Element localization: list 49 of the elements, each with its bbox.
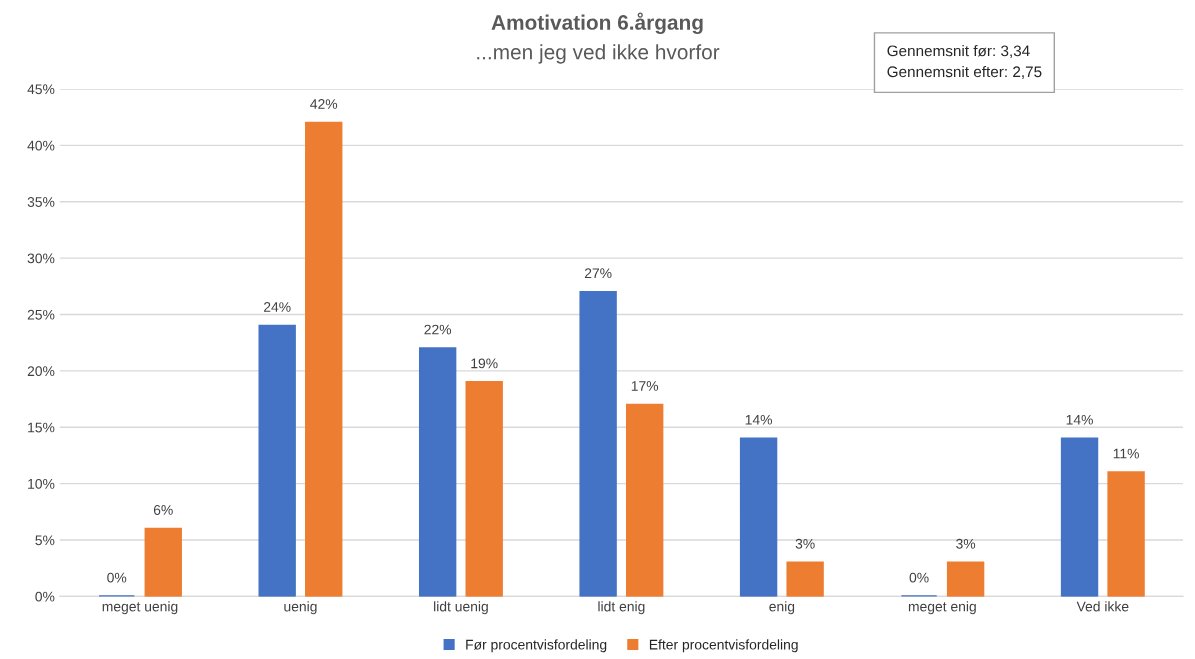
y-tick-label: 0%	[35, 591, 55, 602]
data-label: 11%	[1113, 448, 1139, 459]
data-label: 24%	[263, 302, 291, 312]
x-tick-label: meget uenig	[102, 601, 178, 615]
x-tick-label: Ved ikke	[1076, 601, 1129, 612]
y-tick-label: 45%	[27, 84, 55, 95]
bar	[144, 527, 182, 597]
chart-subtitle: ...men jeg ved ikke hvorfor	[477, 44, 720, 64]
data-label: 3%	[956, 538, 976, 549]
bar	[625, 403, 664, 597]
y-tick-label: 35%	[27, 197, 55, 207]
data-label: 42%	[310, 99, 338, 109]
bar	[258, 324, 296, 597]
text: Gennemsnit efter: 2,75	[887, 65, 1042, 79]
data-label: 14%	[745, 414, 773, 425]
data-label: 27%	[584, 268, 612, 279]
y-tick-label: 25%	[27, 309, 55, 320]
data-label: 17%	[631, 381, 659, 391]
data-label: 22%	[424, 324, 452, 335]
data-label: 0%	[909, 572, 929, 583]
bar	[786, 561, 824, 597]
y-tick-label: 5%	[35, 535, 55, 546]
x-tick-label: lidt uenig	[434, 601, 488, 615]
y-tick-label: 30%	[27, 253, 55, 264]
text: Gennemsnit før: 3,34	[887, 45, 1030, 59]
bar	[1107, 471, 1145, 597]
y-tick-label: 40%	[27, 140, 55, 151]
data-label: 6%	[153, 505, 173, 515]
data-label: 14%	[1066, 414, 1093, 425]
bar	[1060, 437, 1099, 597]
x-tick-label: enig	[769, 601, 795, 615]
data-label: 0%	[107, 572, 127, 583]
bar	[465, 381, 503, 597]
y-tick-label: 10%	[28, 478, 55, 489]
y-tick-label: 15%	[28, 422, 55, 433]
x-tick-label: lidt enig	[598, 601, 645, 615]
legend-label: Før procentvisfordeling	[466, 639, 607, 653]
data-label: 3%	[795, 538, 815, 549]
bar	[305, 121, 343, 597]
y-tick-label: 20%	[27, 366, 55, 377]
bar	[946, 561, 985, 597]
legend-label: Efter procentvisfordeling	[649, 639, 798, 653]
x-tick-label: uenig	[284, 601, 317, 615]
chart-title: Amotivation 6.årgang	[491, 12, 703, 35]
bar	[739, 437, 778, 597]
data-label: 19%	[471, 358, 498, 369]
x-tick-label: meget enig	[908, 601, 976, 615]
bar	[418, 347, 457, 597]
bar	[579, 290, 617, 597]
